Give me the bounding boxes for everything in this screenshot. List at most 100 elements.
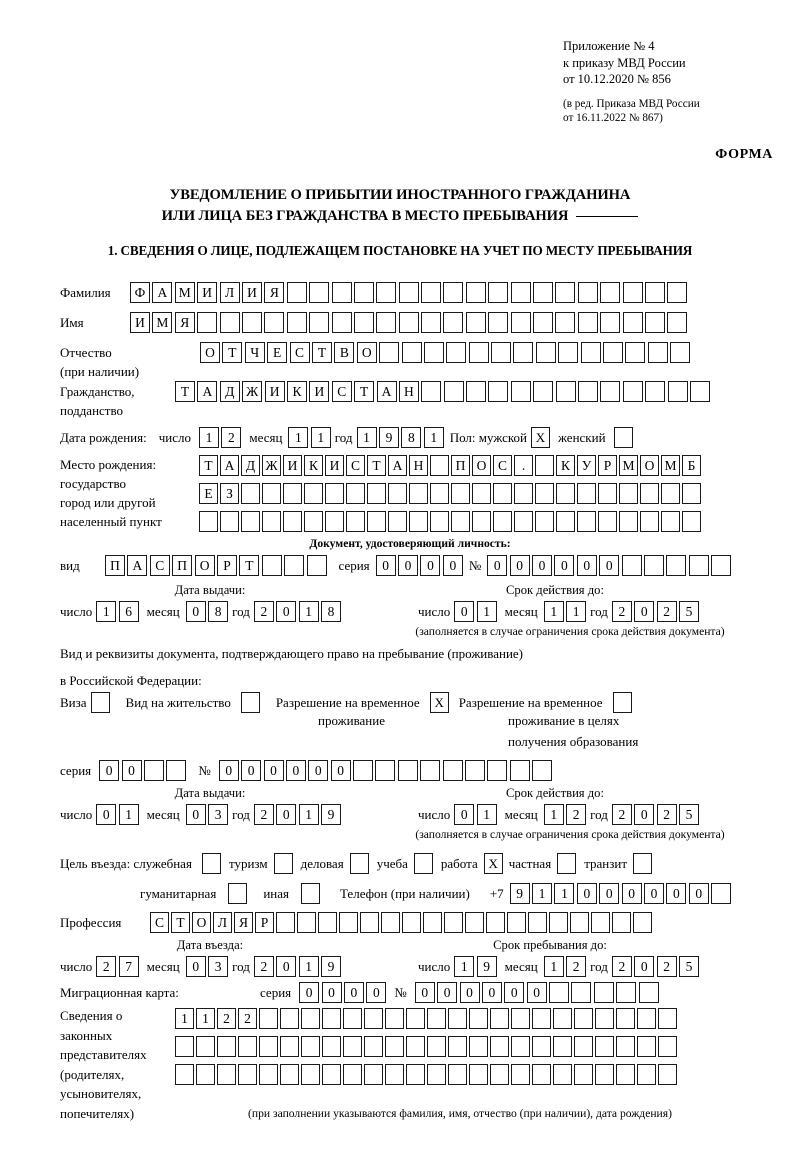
char-cell[interactable]: С xyxy=(149,555,170,576)
char-cell[interactable] xyxy=(409,483,428,504)
char-cell[interactable] xyxy=(360,912,379,933)
char-cell[interactable] xyxy=(553,1036,572,1057)
char-cell[interactable]: 0 xyxy=(414,982,435,1003)
char-cell[interactable] xyxy=(197,312,218,333)
char-cell[interactable]: С xyxy=(150,912,169,933)
char-cell[interactable]: Д xyxy=(219,381,240,402)
char-cell[interactable]: Л xyxy=(213,912,232,933)
char-cell[interactable] xyxy=(241,312,262,333)
char-cell[interactable] xyxy=(284,555,305,576)
char-cell[interactable] xyxy=(283,483,302,504)
char-cell[interactable]: Д xyxy=(241,455,260,476)
char-cell[interactable]: 0 xyxy=(437,982,458,1003)
char-cell[interactable] xyxy=(574,1036,593,1057)
char-cell[interactable] xyxy=(217,1036,236,1057)
char-cell[interactable]: 0 xyxy=(241,760,262,781)
char-cell[interactable] xyxy=(558,342,579,363)
char-cell[interactable] xyxy=(420,760,441,781)
char-cell[interactable] xyxy=(580,342,601,363)
char-cell[interactable] xyxy=(353,760,374,781)
char-cell[interactable] xyxy=(510,381,531,402)
char-cell[interactable] xyxy=(353,312,374,333)
char-cell[interactable] xyxy=(549,912,568,933)
char-cell[interactable] xyxy=(397,760,418,781)
char-cell[interactable]: А xyxy=(127,555,148,576)
char-cell[interactable] xyxy=(469,1036,488,1057)
char-cell[interactable] xyxy=(555,381,576,402)
char-cell[interactable] xyxy=(262,511,281,532)
char-cell[interactable]: П xyxy=(172,555,193,576)
char-cell[interactable] xyxy=(658,1036,677,1057)
char-cell[interactable]: 0 xyxy=(487,555,508,576)
char-cell[interactable]: О xyxy=(194,555,215,576)
char-cell[interactable]: 0 xyxy=(285,760,306,781)
char-cell[interactable] xyxy=(175,1064,194,1085)
char-cell[interactable] xyxy=(490,1008,509,1029)
char-cell[interactable] xyxy=(398,282,419,303)
char-cell[interactable]: 0 xyxy=(99,760,120,781)
char-cell[interactable]: Е xyxy=(267,342,288,363)
char-cell[interactable] xyxy=(509,760,530,781)
char-cell[interactable] xyxy=(468,342,489,363)
char-cell[interactable]: М xyxy=(619,455,638,476)
char-cell[interactable] xyxy=(385,1008,404,1029)
char-cell[interactable] xyxy=(644,282,665,303)
char-cell[interactable] xyxy=(598,483,617,504)
visa-checkbox[interactable] xyxy=(90,692,110,713)
char-cell[interactable]: 9 xyxy=(378,427,399,448)
char-cell[interactable] xyxy=(217,1064,236,1085)
char-cell[interactable]: 1 xyxy=(543,956,564,977)
char-cell[interactable] xyxy=(689,381,710,402)
char-cell[interactable] xyxy=(549,982,570,1003)
temp-residence-edu-checkbox[interactable] xyxy=(612,692,632,713)
char-cell[interactable] xyxy=(555,312,576,333)
char-cell[interactable] xyxy=(577,312,598,333)
char-cell[interactable] xyxy=(421,381,442,402)
char-cell[interactable] xyxy=(465,760,486,781)
char-cell[interactable] xyxy=(532,1064,551,1085)
char-cell[interactable]: 1 xyxy=(532,883,553,904)
char-cell[interactable] xyxy=(486,912,505,933)
char-cell[interactable] xyxy=(616,982,637,1003)
char-cell[interactable] xyxy=(622,282,643,303)
char-cell[interactable]: 0 xyxy=(375,555,396,576)
char-cell[interactable]: Я xyxy=(264,282,285,303)
char-cell[interactable]: Н xyxy=(409,455,428,476)
char-cell[interactable] xyxy=(423,342,444,363)
char-cell[interactable] xyxy=(667,312,688,333)
char-cell[interactable] xyxy=(448,1008,467,1029)
char-cell[interactable] xyxy=(448,1064,467,1085)
char-cell[interactable] xyxy=(637,1008,656,1029)
char-cell[interactable]: О xyxy=(192,912,211,933)
char-cell[interactable]: 0 xyxy=(504,982,525,1003)
char-cell[interactable] xyxy=(535,342,556,363)
char-cell[interactable]: Т xyxy=(311,342,332,363)
char-cell[interactable] xyxy=(388,511,407,532)
char-cell[interactable]: К xyxy=(556,455,575,476)
char-cell[interactable]: И xyxy=(283,455,302,476)
char-cell[interactable] xyxy=(331,312,352,333)
char-cell[interactable]: 1 xyxy=(288,427,309,448)
char-cell[interactable]: 0 xyxy=(621,883,642,904)
char-cell[interactable] xyxy=(446,342,467,363)
char-cell[interactable] xyxy=(398,312,419,333)
char-cell[interactable] xyxy=(401,342,422,363)
char-cell[interactable] xyxy=(571,982,592,1003)
char-cell[interactable] xyxy=(306,555,327,576)
char-cell[interactable] xyxy=(553,1008,572,1029)
char-cell[interactable] xyxy=(465,312,486,333)
char-cell[interactable]: 8 xyxy=(401,427,422,448)
char-cell[interactable] xyxy=(645,381,666,402)
char-cell[interactable] xyxy=(658,1064,677,1085)
char-cell[interactable]: А xyxy=(197,381,218,402)
char-cell[interactable]: 1 xyxy=(298,601,319,622)
char-cell[interactable] xyxy=(331,282,352,303)
